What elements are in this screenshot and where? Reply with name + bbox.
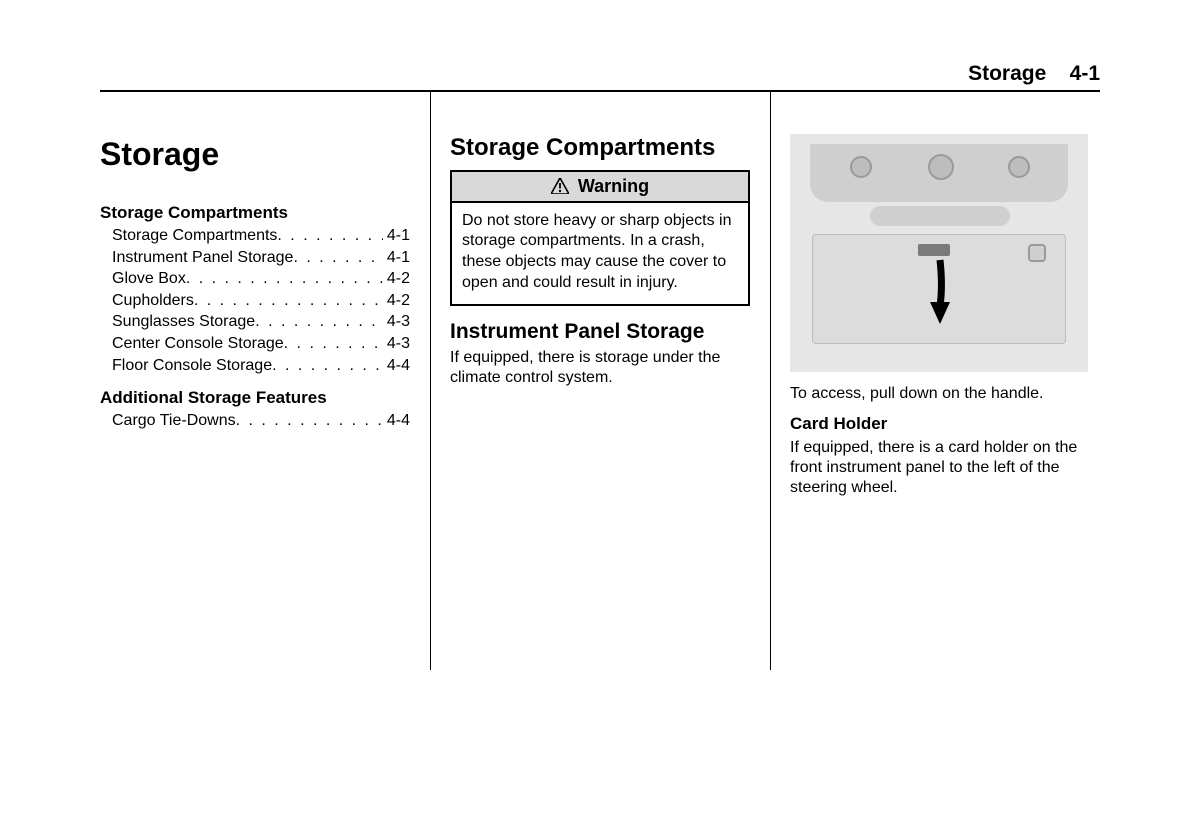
toc-item: Glove Box 4-2 <box>100 268 410 290</box>
toc-leader <box>186 268 383 290</box>
header-rule: Storage 4-1 <box>100 90 1100 92</box>
subsection-heading: Card Holder <box>790 414 1100 434</box>
toc-leader <box>293 247 382 269</box>
column-3: To access, pull down on the handle. Card… <box>770 130 1100 498</box>
toc-label: Center Console Storage <box>112 333 284 355</box>
illus-vent-slot <box>870 206 1010 226</box>
toc-group-heading: Storage Compartments <box>100 203 410 223</box>
toc-leader <box>277 225 382 247</box>
toc-item: Center Console Storage 4-3 <box>100 333 410 355</box>
toc-page: 4-1 <box>383 247 410 269</box>
down-arrow-icon <box>926 258 954 328</box>
toc-page: 4-1 <box>383 225 410 247</box>
warning-header: Warning <box>452 172 748 203</box>
subsection-heading: Instrument Panel Storage <box>450 320 750 344</box>
toc-item: Cargo Tie-Downs 4-4 <box>100 410 410 432</box>
illus-knob <box>850 156 872 178</box>
toc-label: Glove Box <box>112 268 186 290</box>
section-heading: Storage Compartments <box>450 134 750 162</box>
warning-callout: Warning Do not store heavy or sharp obje… <box>450 170 750 306</box>
toc-page: 4-2 <box>383 268 410 290</box>
glove-box-illustration <box>790 134 1088 372</box>
toc-page: 4-3 <box>383 311 410 333</box>
body-paragraph: If equipped, there is a card holder on t… <box>790 438 1100 498</box>
toc-page: 4-3 <box>383 333 410 355</box>
toc-page: 4-4 <box>383 410 410 432</box>
illus-handle <box>918 244 950 256</box>
running-head: Storage 4-1 <box>968 62 1100 86</box>
running-head-section: Storage <box>968 62 1046 85</box>
toc-item: Floor Console Storage 4-4 <box>100 355 410 377</box>
toc-group-heading: Additional Storage Features <box>100 388 410 408</box>
column-1: Storage Storage Compartments Storage Com… <box>100 130 430 498</box>
figure-caption: To access, pull down on the handle. <box>790 384 1100 404</box>
column-2: Storage Compartments Warning Do not stor… <box>430 130 770 498</box>
body-paragraph: If equipped, there is storage under the … <box>450 348 750 388</box>
toc-label: Instrument Panel Storage <box>112 247 293 269</box>
toc-leader <box>255 311 383 333</box>
illus-knob <box>928 154 954 180</box>
warning-body: Do not store heavy or sharp objects in s… <box>452 203 748 304</box>
toc-leader <box>236 410 383 432</box>
toc-item: Sunglasses Storage 4-3 <box>100 311 410 333</box>
toc-item: Storage Compartments 4-1 <box>100 225 410 247</box>
toc-label: Floor Console Storage <box>112 355 272 377</box>
illus-knob <box>1008 156 1030 178</box>
toc-label: Cargo Tie-Downs <box>112 410 236 432</box>
toc-page: 4-4 <box>383 355 410 377</box>
chapter-title: Storage <box>100 136 410 173</box>
toc-leader <box>194 290 383 312</box>
running-head-page: 4-1 <box>1070 62 1100 85</box>
warning-label: Warning <box>578 176 649 196</box>
illus-button <box>1028 244 1046 262</box>
toc-item: Cupholders 4-2 <box>100 290 410 312</box>
toc-leader <box>272 355 383 377</box>
three-column-layout: Storage Storage Compartments Storage Com… <box>100 130 1100 498</box>
warning-triangle-icon <box>551 176 578 196</box>
toc-item: Instrument Panel Storage 4-1 <box>100 247 410 269</box>
toc-page: 4-2 <box>383 290 410 312</box>
toc-label: Sunglasses Storage <box>112 311 255 333</box>
toc-label: Cupholders <box>112 290 194 312</box>
toc-leader <box>284 333 383 355</box>
toc-label: Storage Compartments <box>112 225 277 247</box>
manual-page: Storage 4-1 Storage Storage Compartments… <box>100 90 1100 498</box>
